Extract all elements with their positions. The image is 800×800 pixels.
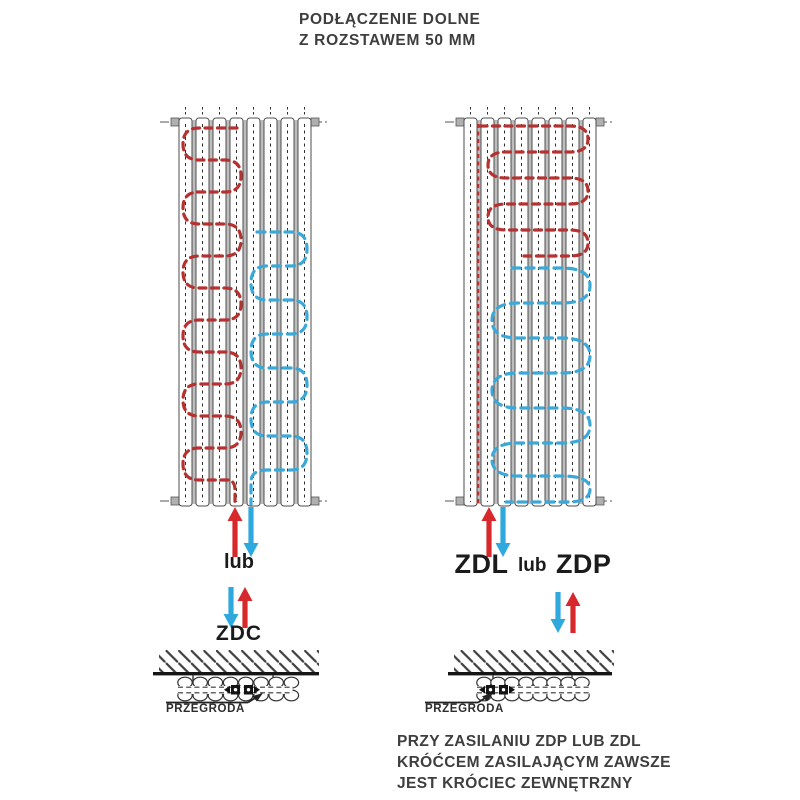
left-radiator: [159, 106, 330, 507]
footnote: PRZY ZASILANIU ZDP LUB ZDL KRÓĆCEM ZASIL…: [397, 731, 671, 794]
footnote-line-3: JEST KRÓCIEC ZEWNĘTRZNY: [397, 775, 633, 792]
title-line-2: Z ROZSTAWEM 50 MM: [299, 32, 476, 49]
left-supply-coil: [181, 126, 243, 506]
left-supply-arrow-up: [227, 507, 243, 557]
right-floor-line: [448, 672, 612, 676]
right-floor-section: [425, 650, 614, 704]
right-floor-pipe: [476, 676, 590, 702]
page-title: PODŁĄCZENIE DOLNE Z ROZSTAWEM 50 MM: [299, 9, 481, 51]
right-partition-connectors: [479, 685, 515, 695]
left-przegroda-pointer: [166, 693, 263, 704]
right-alt-return-arrow-down: [550, 592, 566, 633]
left-floor-line: [153, 672, 319, 676]
left-alt-return-arrow-down: [223, 587, 239, 628]
right-alt-supply-arrow-up: [565, 592, 581, 633]
footnote-line-1: PRZY ZASILANIU ZDP LUB ZDL: [397, 733, 642, 750]
zdc-label: ZDC: [215, 622, 263, 645]
title-line-1: PODŁĄCZENIE DOLNE: [299, 11, 481, 28]
right-radiator: [444, 106, 615, 507]
left-return-arrow-down: [243, 507, 259, 557]
right-variant-label: ZDL lub ZDP: [444, 549, 622, 580]
right-przegroda-pointer: [425, 693, 493, 704]
left-alt-supply-arrow-up: [237, 587, 253, 628]
przegroda-label-right: PRZEGRODA: [425, 703, 504, 715]
right-supply-coil: [478, 124, 590, 258]
or-label-left: lub: [224, 551, 254, 573]
right-supply-arrow-up: [481, 507, 497, 557]
left-return-coil: [249, 230, 309, 506]
right-return-arrow-down: [495, 507, 511, 557]
zdp-label: ZDP: [555, 549, 612, 579]
or-label-right: lub: [517, 555, 547, 576]
left-connection-arrows: [223, 507, 259, 628]
left-partition-connectors: [224, 685, 260, 695]
left-floor-hatch: [159, 650, 319, 672]
right-floor-hatch: [454, 650, 614, 672]
zdl-label: ZDL: [454, 549, 509, 579]
footnote-line-2: KRÓĆCEM ZASILAJĄCYM ZAWSZE: [397, 754, 671, 771]
left-floor-section: [153, 650, 319, 704]
right-connection-arrows: [481, 507, 581, 633]
right-return-coil: [490, 266, 592, 504]
przegroda-label-left: PRZEGRODA: [166, 703, 245, 715]
